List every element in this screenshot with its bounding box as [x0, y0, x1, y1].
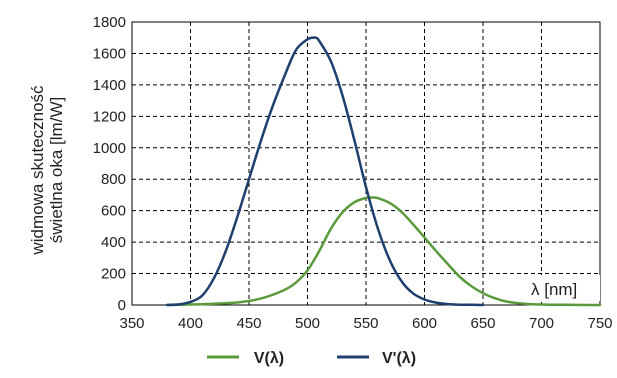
series-line-2 — [165, 36, 485, 307]
x-axis-label-box: λ [nm] — [528, 275, 600, 301]
x-tick-label-650: 650 — [470, 315, 495, 332]
x-tick-label-700: 700 — [529, 315, 554, 332]
x-tick-label-350: 350 — [119, 315, 144, 332]
y-axis-label: widmowa skuteczność świetlna oka [lm/W] — [28, 85, 66, 256]
series-line-1 — [165, 196, 602, 307]
grid — [132, 22, 600, 305]
x-tick-label-750: 750 — [587, 315, 612, 332]
x-tick-label-500: 500 — [295, 315, 320, 332]
legend-label-2: V'(λ) — [382, 350, 416, 367]
y-tick-label-0: 0 — [118, 297, 126, 314]
y-axis-label-line-2: świetlna oka [lm/W] — [47, 97, 66, 243]
x-axis-label-background — [528, 275, 600, 301]
x-tick-label-600: 600 — [412, 315, 437, 332]
plot-frame — [131, 21, 601, 306]
y-axis-label-line-1: widmowa skuteczność — [28, 85, 47, 256]
y-tick-label-1000: 1000 — [93, 140, 126, 157]
series-lines — [165, 36, 602, 307]
y-tick-label-400: 400 — [101, 234, 126, 251]
tick-labels: 0 200 400 600 800 1000 1200 1400 1600 1800 350 400 4… — [93, 14, 613, 332]
y-tick-label-1800: 1800 — [93, 14, 126, 31]
axes — [131, 21, 601, 306]
x-tick-label-450: 450 — [236, 315, 261, 332]
y-tick-label-1200: 1200 — [93, 108, 126, 125]
x-tick-label-550: 550 — [353, 315, 378, 332]
y-tick-label-200: 200 — [101, 266, 126, 283]
y-tick-label-800: 800 — [101, 171, 126, 188]
legend: V(λ) V'(λ) — [207, 350, 416, 367]
y-tick-label-1400: 1400 — [93, 77, 126, 94]
y-tick-label-1600: 1600 — [93, 45, 126, 62]
x-axis-label: λ [nm] — [531, 280, 577, 299]
x-tick-label-400: 400 — [178, 315, 203, 332]
legend-label-1: V(λ) — [254, 350, 284, 367]
y-tick-label-600: 600 — [101, 203, 126, 220]
